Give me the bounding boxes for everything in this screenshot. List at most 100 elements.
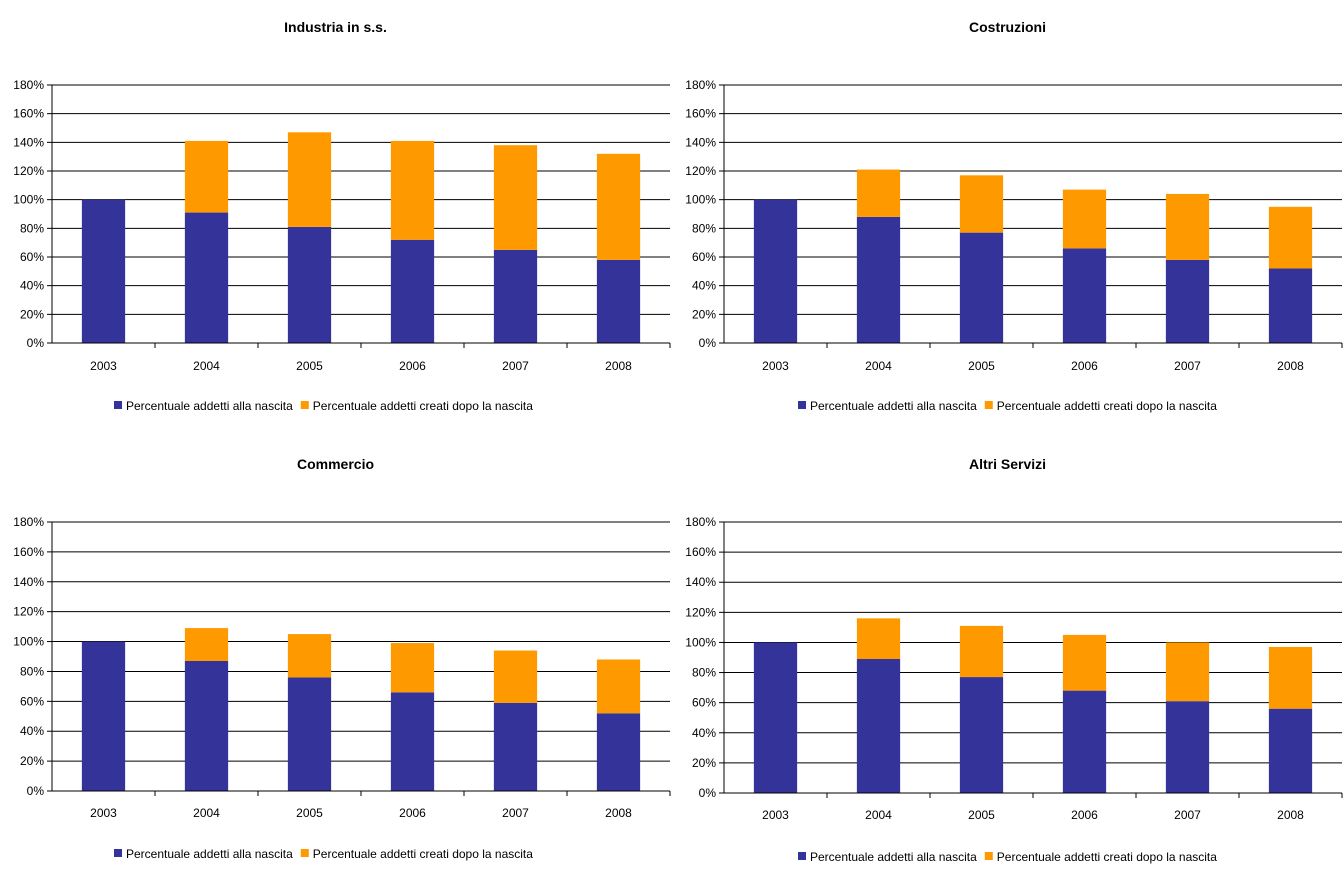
y-tick-label: 40%: [20, 279, 44, 293]
y-tick-label: 40%: [20, 724, 44, 738]
bar-segment-birth: [1062, 690, 1107, 793]
chart-title: Costruzioni: [969, 19, 1046, 35]
x-tick-label: 2005: [296, 359, 323, 373]
legend-label-birth: Percentuale addetti alla nascita: [126, 399, 293, 413]
legend-label-after: Percentuale addetti creati dopo la nasci…: [313, 847, 533, 861]
bar-segment-birth: [184, 660, 229, 791]
y-tick-label: 180%: [13, 78, 44, 92]
bar-segment-birth: [1268, 708, 1313, 793]
bar-segment-birth: [1268, 268, 1313, 343]
bar-segment-after: [959, 625, 1004, 678]
x-tick-label: 2006: [399, 806, 426, 820]
bar-segment-after: [959, 175, 1004, 233]
bar-segment-birth: [287, 226, 332, 343]
chart-title: Commercio: [297, 456, 374, 472]
y-tick-label: 60%: [692, 250, 716, 264]
y-tick-label: 160%: [685, 545, 716, 559]
y-tick-label: 0%: [27, 784, 45, 798]
x-tick-label: 2003: [90, 806, 117, 820]
y-tick-label: 140%: [685, 135, 716, 149]
y-tick-label: 20%: [20, 307, 44, 321]
x-tick-label: 2005: [968, 808, 995, 822]
y-tick-label: 80%: [20, 664, 44, 678]
bar-segment-after: [1062, 189, 1107, 249]
bar-segment-after: [493, 650, 538, 703]
chart-title: Industria in s.s.: [284, 19, 387, 35]
bar-segment-after: [184, 140, 229, 213]
bar-segment-after: [1062, 634, 1107, 691]
bar-segment-birth: [493, 249, 538, 343]
x-tick-label: 2003: [762, 359, 789, 373]
legend-label-after: Percentuale addetti creati dopo la nasci…: [997, 850, 1217, 864]
bar-segment-birth: [959, 677, 1004, 793]
bar-segment-after: [1165, 193, 1210, 260]
legend-label-birth: Percentuale addetti alla nascita: [810, 850, 977, 864]
y-tick-label: 120%: [13, 605, 44, 619]
bar-segment-birth: [959, 232, 1004, 343]
y-tick-label: 0%: [699, 336, 717, 350]
legend-swatch-after: [300, 849, 309, 857]
legend-swatch-after: [984, 401, 993, 409]
bar-segment-birth: [493, 702, 538, 791]
legend-label-after: Percentuale addetti creati dopo la nasci…: [313, 399, 533, 413]
x-tick-label: 2007: [1174, 808, 1201, 822]
y-tick-label: 40%: [692, 726, 716, 740]
legend-label-after: Percentuale addetti creati dopo la nasci…: [997, 399, 1217, 413]
y-tick-label: 0%: [27, 336, 45, 350]
bar-segment-after: [1268, 646, 1313, 709]
y-tick-label: 120%: [13, 164, 44, 178]
chart-panel-industria: Industria in s.s. 0% 20% 40% 60% 80% 100% 120% 1…: [0, 0, 671, 435]
bar-segment-birth: [184, 212, 229, 343]
x-tick-label: 2008: [1277, 808, 1304, 822]
x-tick-label: 2005: [296, 806, 323, 820]
legend-label-birth: Percentuale addetti alla nascita: [810, 399, 977, 413]
x-tick-label: 2003: [90, 359, 117, 373]
y-tick-label: 160%: [13, 107, 44, 121]
x-tick-label: 2006: [1071, 808, 1098, 822]
bar-segment-birth: [596, 259, 641, 343]
y-tick-label: 160%: [685, 107, 716, 121]
x-tick-label: 2008: [605, 806, 632, 820]
bar-segment-birth: [596, 713, 641, 791]
legend-label-birth: Percentuale addetti alla nascita: [126, 847, 293, 861]
y-tick-label: 80%: [20, 221, 44, 235]
y-tick-label: 60%: [692, 696, 716, 710]
chart-svg: Altri Servizi 0% 20% 40% 60% 80% 100% 120% 140% 1…: [685, 456, 1343, 864]
bar-segment-after: [596, 659, 641, 714]
legend-swatch-birth: [114, 849, 122, 857]
bar-segment-birth: [1062, 248, 1107, 343]
x-tick-label: 2006: [1071, 359, 1098, 373]
legend-swatch-after: [984, 852, 993, 860]
chart-panel-commercio: Commercio 0% 20% 40% 60% 80% 100% 120% 140% 160% 1…: [0, 437, 671, 872]
y-tick-label: 0%: [699, 786, 717, 800]
bar-segment-birth: [81, 641, 126, 791]
bar-segment-after: [493, 145, 538, 250]
y-tick-label: 80%: [692, 221, 716, 235]
y-tick-label: 180%: [685, 78, 716, 92]
x-tick-label: 2004: [193, 806, 220, 820]
bar-segment-birth: [856, 659, 901, 793]
bar-segment-after: [1165, 642, 1210, 702]
y-tick-label: 80%: [692, 666, 716, 680]
chart-panel-costruzioni: Costruzioni 0% 20% 40% 60% 80% 100% 120% 140% 160…: [672, 0, 1343, 435]
bar-segment-after: [287, 634, 332, 678]
y-tick-label: 60%: [20, 250, 44, 264]
chart-title: Altri Servizi: [969, 456, 1046, 472]
bar-segment-birth: [1165, 259, 1210, 343]
bar-segment-birth: [856, 216, 901, 343]
bar-segment-after: [390, 643, 435, 693]
y-tick-label: 100%: [13, 635, 44, 649]
bar-segment-after: [390, 140, 435, 240]
chart-svg: Costruzioni 0% 20% 40% 60% 80% 100% 120% 140% 160…: [685, 19, 1343, 413]
bar-segment-birth: [753, 642, 798, 793]
x-tick-label: 2003: [762, 808, 789, 822]
x-tick-label: 2007: [502, 806, 529, 820]
y-tick-label: 20%: [692, 307, 716, 321]
y-tick-label: 140%: [13, 575, 44, 589]
x-tick-label: 2004: [193, 359, 220, 373]
bar-segment-after: [856, 618, 901, 660]
bar-segment-after: [184, 628, 229, 661]
y-tick-label: 20%: [20, 754, 44, 768]
legend-swatch-birth: [798, 401, 806, 409]
x-tick-label: 2008: [605, 359, 632, 373]
